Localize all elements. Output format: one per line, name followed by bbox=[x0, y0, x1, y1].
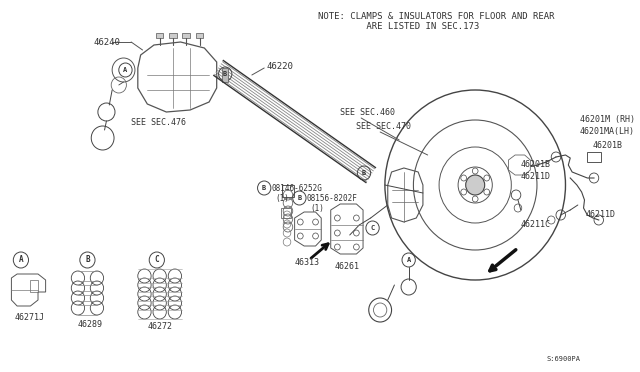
Text: SEE SEC.476: SEE SEC.476 bbox=[131, 118, 186, 127]
Bar bbox=[222, 68, 228, 82]
Text: SEE SEC.470: SEE SEC.470 bbox=[356, 122, 412, 131]
Text: 46289: 46289 bbox=[78, 320, 103, 329]
Bar bbox=[31, 280, 38, 292]
Text: A: A bbox=[19, 256, 23, 264]
Text: 46313: 46313 bbox=[294, 258, 319, 267]
Text: B: B bbox=[223, 71, 227, 77]
Text: NOTE: CLAMPS & INSULATORS FOR FLOOR AND REAR: NOTE: CLAMPS & INSULATORS FOR FLOOR AND … bbox=[318, 12, 555, 21]
Text: 08146-6252G: 08146-6252G bbox=[272, 184, 323, 193]
Bar bbox=[282, 185, 294, 197]
Text: 46240: 46240 bbox=[93, 38, 120, 47]
Bar bbox=[182, 33, 190, 38]
Text: 46220: 46220 bbox=[266, 62, 293, 71]
Text: B: B bbox=[262, 185, 266, 191]
Text: C: C bbox=[154, 256, 159, 264]
Bar bbox=[196, 33, 204, 38]
Text: B: B bbox=[85, 256, 90, 264]
Bar bbox=[282, 208, 291, 218]
Text: (1): (1) bbox=[276, 194, 289, 203]
Text: 46211D: 46211D bbox=[521, 172, 551, 181]
Text: SEE SEC.460: SEE SEC.460 bbox=[340, 108, 396, 117]
Text: 46201M (RH): 46201M (RH) bbox=[580, 115, 635, 124]
Text: 46261: 46261 bbox=[335, 262, 360, 271]
Circle shape bbox=[466, 175, 484, 195]
Text: (1): (1) bbox=[311, 204, 324, 213]
Text: B: B bbox=[362, 170, 366, 176]
Bar bbox=[169, 33, 177, 38]
Text: S:6900PA: S:6900PA bbox=[547, 356, 580, 362]
Text: A: A bbox=[124, 67, 127, 73]
Text: C: C bbox=[371, 225, 374, 231]
Text: 46201B: 46201B bbox=[521, 160, 551, 169]
Text: 46201B: 46201B bbox=[593, 141, 623, 150]
Text: 46272: 46272 bbox=[147, 322, 172, 331]
Text: 46201MA(LH): 46201MA(LH) bbox=[580, 127, 635, 136]
Text: A: A bbox=[406, 257, 411, 263]
Text: ARE LISTED IN SEC.173: ARE LISTED IN SEC.173 bbox=[318, 22, 479, 31]
Text: 08156-8202F: 08156-8202F bbox=[307, 194, 358, 203]
Text: 46211C: 46211C bbox=[521, 220, 551, 229]
Text: B: B bbox=[297, 195, 301, 201]
Bar bbox=[156, 33, 163, 38]
Text: 46271J: 46271J bbox=[14, 313, 44, 322]
Bar bbox=[588, 152, 601, 162]
Text: 46211D: 46211D bbox=[586, 210, 616, 219]
